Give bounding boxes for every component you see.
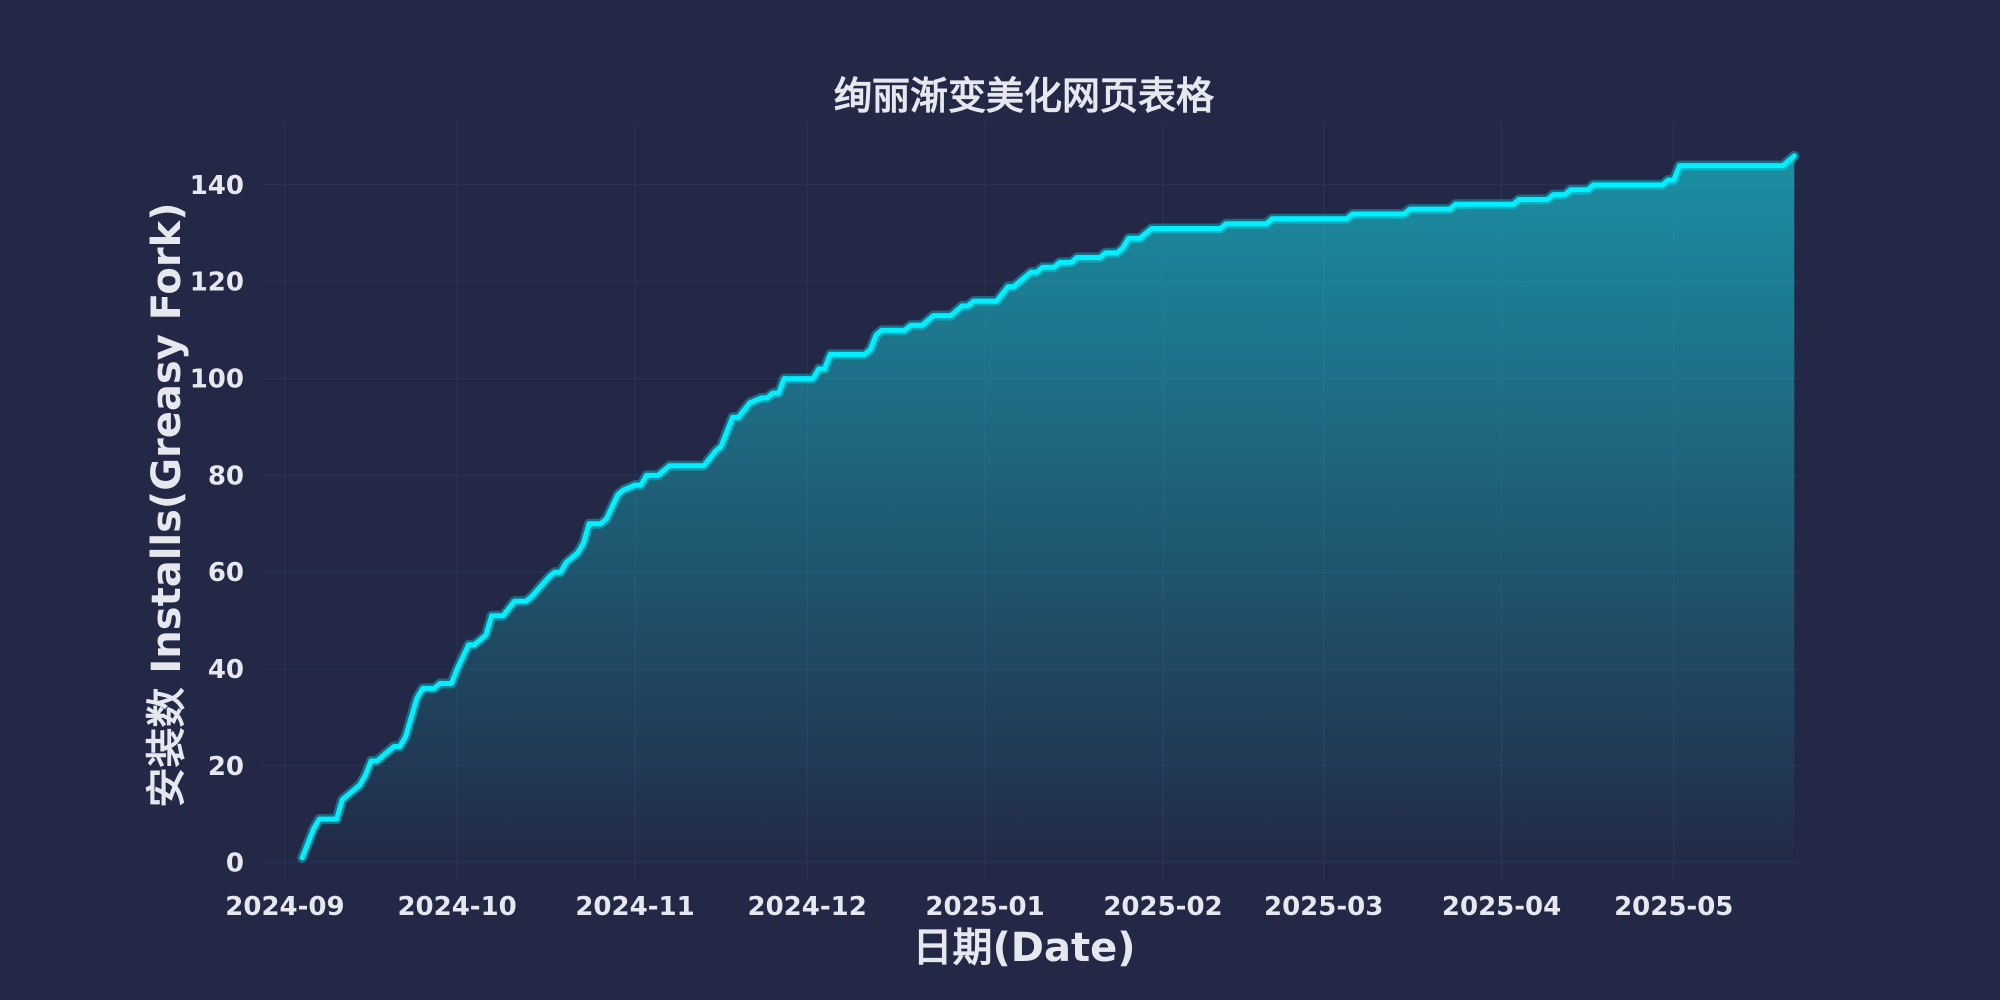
x-tick-label: 2024-10 [397, 892, 516, 922]
x-tick-label: 2025-03 [1264, 892, 1383, 922]
x-tick-label: 2024-09 [225, 892, 344, 922]
x-axis-title: 日期(Date) [912, 925, 1135, 971]
y-tick-label: 20 [208, 752, 244, 782]
y-tick-label: 40 [208, 655, 244, 685]
y-tick-label: 120 [190, 268, 244, 298]
x-tick-label: 2024-12 [748, 892, 867, 922]
y-axis-title: 安装数 Installs(Greasy Fork) [144, 203, 190, 808]
x-tick-label: 2025-01 [925, 892, 1044, 922]
y-tick-label: 80 [208, 461, 244, 491]
y-tick-label: 100 [190, 365, 244, 395]
x-tick-label: 2025-02 [1103, 892, 1222, 922]
series-area [302, 155, 1795, 863]
y-tick-labels: 0 20 40 60 80 100 120 140 [190, 171, 244, 879]
x-tick-label: 2024-11 [575, 892, 694, 922]
series-line [299, 153, 1797, 861]
x-tick-label: 2025-04 [1442, 892, 1561, 922]
y-tick-label: 60 [208, 558, 244, 588]
chart-title: 绚丽渐变美化网页表格 [834, 74, 1215, 118]
x-tick-label: 2025-05 [1614, 892, 1733, 922]
x-tick-labels: 2024-09 2024-10 2024-11 2024-12 2025-01 2025-… [225, 892, 1733, 922]
y-tick-label: 140 [190, 171, 244, 201]
y-tick-label: 0 [226, 849, 244, 879]
